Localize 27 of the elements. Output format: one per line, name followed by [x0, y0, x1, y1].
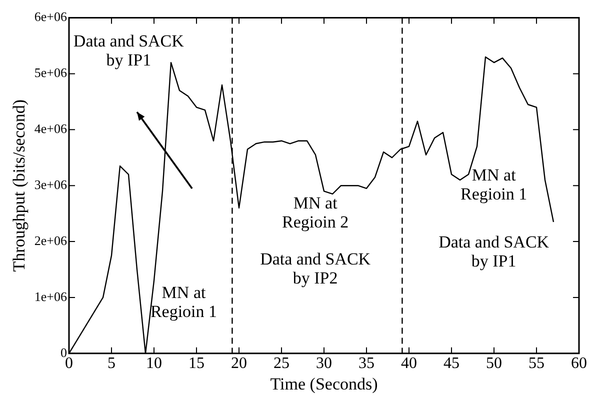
x-tick-label: 5 [108, 355, 116, 372]
x-tick-label: 10 [146, 355, 162, 372]
y-tick-label: 2e+06 [34, 232, 68, 248]
x-tick-label: 50 [486, 355, 502, 372]
annotation: Data and SACK by IP2 [260, 249, 372, 288]
y-tick-label: 4e+06 [34, 121, 68, 136]
y-tick-label: 5e+06 [34, 65, 68, 80]
x-tick-label: 60 [571, 355, 587, 372]
annotation: MN at Regioin 1 [150, 283, 218, 322]
annotation: Data and SACK by IP1 [73, 31, 185, 70]
x-axis-title: Time (Seconds) [270, 374, 378, 394]
y-tick-label: 3e+06 [34, 177, 68, 192]
x-tick-label: 15 [188, 355, 204, 372]
x-tick-label: 30 [316, 355, 332, 372]
annotation: MN at Regioin 1 [460, 166, 528, 204]
annotation: MN at Regioin 2 [282, 193, 349, 232]
y-tick-label: 1e+06 [34, 288, 68, 304]
y-tick-label: 6e+06 [34, 9, 68, 24]
annotation: Data and SACK by IP1 [438, 232, 550, 271]
y-tick-label: 0 [60, 344, 67, 360]
x-tick-label: 40 [401, 355, 417, 372]
x-tick-label: 25 [274, 355, 290, 372]
x-tick-label: 55 [528, 355, 544, 372]
x-tick-label: 45 [444, 355, 460, 372]
y-axis-title: Throughput (bits/second) [10, 99, 29, 272]
x-tick-label: 35 [358, 355, 374, 372]
x-tick-label: 20 [231, 355, 247, 372]
